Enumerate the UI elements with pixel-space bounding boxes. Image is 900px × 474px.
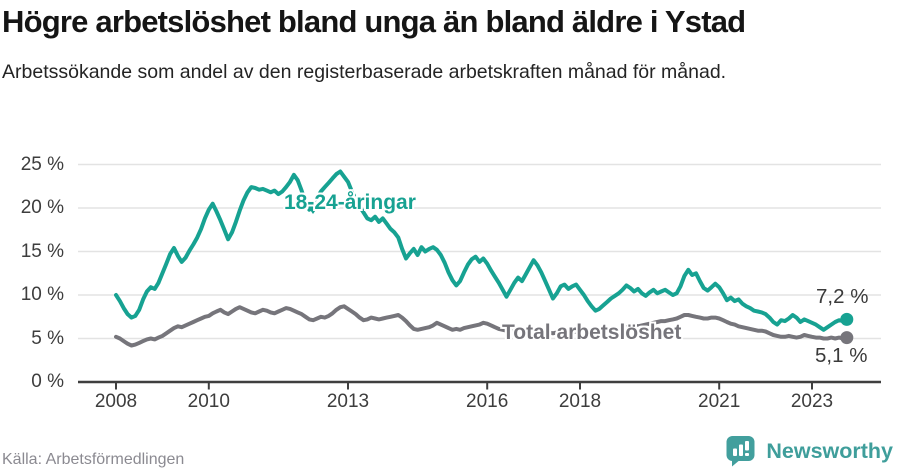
series-label-total: Total arbetslöshet xyxy=(502,321,682,344)
source-credit: Källa: Arbetsförmedlingen xyxy=(2,451,185,468)
newsworthy-logo-icon xyxy=(726,436,755,467)
x-tick-label: 2010 xyxy=(187,391,230,412)
series-line-total xyxy=(114,304,849,348)
y-tick-label: 5 % xyxy=(31,327,64,349)
x-tick-label: 2023 xyxy=(790,391,834,412)
series-line-young xyxy=(114,169,849,332)
newsworthy-brand: Newsworthy xyxy=(725,435,893,467)
annotation-arrow-down-icon xyxy=(307,205,319,214)
x-tick-label: 2013 xyxy=(326,391,370,412)
y-tick-label: 25 % xyxy=(20,153,64,175)
y-tick-label: 0 % xyxy=(31,371,64,392)
brand-name-text: Newsworthy xyxy=(766,438,893,463)
end-value-label-total: 5,1 % xyxy=(815,344,868,367)
chart-subtitle: Arbetssökande som andel av den registerb… xyxy=(2,61,727,83)
x-tick-label: 2021 xyxy=(698,391,741,412)
y-tick-label: 20 % xyxy=(20,197,64,218)
x-tick-label: 2008 xyxy=(94,391,138,412)
y-tick-label: 10 % xyxy=(20,284,64,305)
page-title: Högre arbetslöshet bland unga än bland ä… xyxy=(2,4,746,39)
end-value-label-young: 7,2 % xyxy=(816,285,869,308)
series-label-young: 18-24-åringar xyxy=(284,191,416,214)
end-dot-total xyxy=(840,331,854,345)
x-tick-label: 2016 xyxy=(466,391,509,412)
x-tick-label: 2018 xyxy=(558,391,602,412)
y-tick-label: 15 % xyxy=(20,240,64,262)
end-dot-young xyxy=(840,312,854,326)
